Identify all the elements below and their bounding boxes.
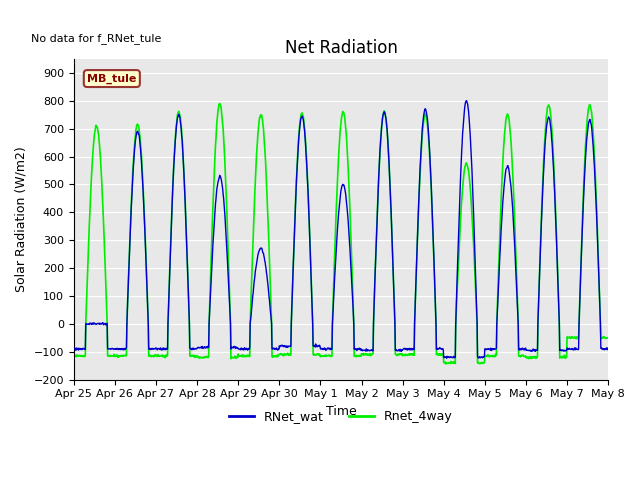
Rnet_4way: [438, 352, 446, 358]
Text: MB_tule: MB_tule: [87, 73, 136, 84]
RNet_wat: [604, 346, 612, 352]
RNet_wat: [463, 98, 470, 104]
X-axis label: Time: Time: [326, 405, 356, 418]
Line: Rnet_4way: Rnet_4way: [74, 104, 608, 364]
RNet_wat: [223, 258, 231, 264]
Y-axis label: Solar Radiation (W/m2): Solar Radiation (W/m2): [15, 146, 28, 292]
Rnet_4way: [511, 232, 519, 238]
Title: Net Radiation: Net Radiation: [285, 39, 397, 58]
Rnet_4way: [224, 240, 232, 246]
RNet_wat: [272, 346, 280, 352]
Line: RNet_wat: RNet_wat: [74, 101, 608, 358]
Rnet_4way: [70, 353, 77, 359]
RNet_wat: [438, 346, 445, 352]
RNet_wat: [70, 345, 77, 351]
Rnet_4way: [273, 353, 280, 359]
Rnet_4way: [604, 335, 612, 341]
Rnet_4way: [410, 351, 417, 357]
RNet_wat: [209, 241, 217, 247]
Text: No data for f_RNet_tule: No data for f_RNet_tule: [31, 33, 161, 44]
Rnet_4way: [216, 101, 223, 107]
Rnet_4way: [442, 361, 450, 367]
RNet_wat: [511, 254, 519, 260]
RNet_wat: [443, 355, 451, 361]
Legend: RNet_wat, Rnet_4way: RNet_wat, Rnet_4way: [224, 405, 458, 428]
Rnet_4way: [209, 204, 217, 209]
RNet_wat: [410, 346, 417, 352]
